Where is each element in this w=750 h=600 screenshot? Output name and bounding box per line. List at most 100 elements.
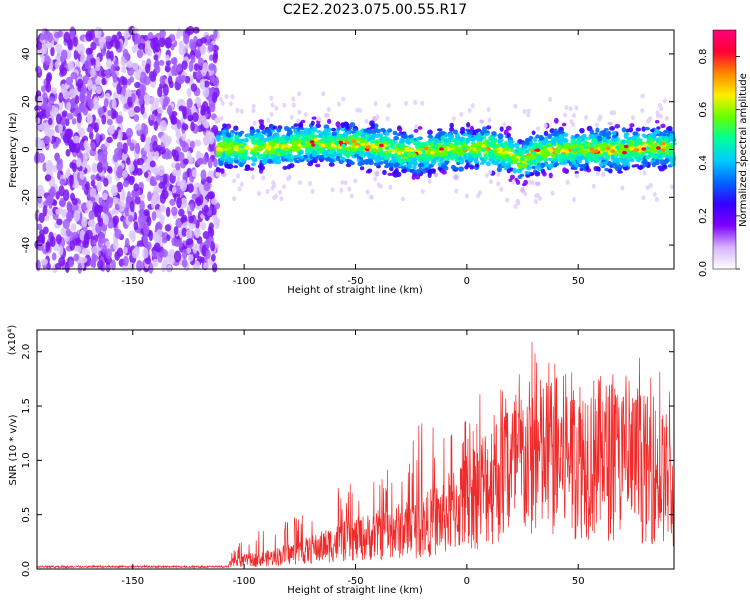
spectrogram-cell — [297, 180, 302, 186]
spectrogram-cell — [203, 182, 211, 192]
spectrogram-cell — [349, 193, 354, 199]
spectrogram-cell — [543, 123, 548, 129]
spectrogram-cell — [537, 145, 544, 149]
spectrogram-cell — [371, 129, 377, 134]
spectrogram-cell — [575, 147, 580, 151]
spectrogram-x-axis-label: Height of straight line (km) — [287, 285, 423, 296]
spectrogram-cell — [483, 154, 488, 161]
spectrogram-cell — [198, 194, 204, 206]
spectrogram-cell — [326, 107, 331, 113]
spectrogram-cell — [369, 194, 374, 200]
spectrogram-cell — [186, 238, 194, 246]
spectrogram-cell — [654, 120, 660, 124]
spectrogram-cell — [306, 141, 312, 148]
spectrogram-cell — [578, 163, 583, 168]
spectrogram-cell — [129, 76, 134, 83]
spectrogram-cell — [129, 200, 135, 213]
spectrogram-cell — [488, 179, 493, 185]
spectrogram-cell — [153, 54, 159, 61]
spectrogram-cell — [474, 163, 480, 168]
spectrogram-cell — [178, 208, 185, 217]
spectrogram-cell — [443, 138, 449, 143]
spectrogram-cell — [107, 166, 113, 174]
spectrogram-cell — [467, 156, 473, 162]
spectrogram-cell — [571, 148, 577, 153]
spectrogram-cell — [180, 216, 187, 223]
spectrogram-cell — [338, 140, 344, 145]
spectrogram-cell — [151, 250, 159, 258]
spectrogram-cell — [98, 197, 104, 205]
spectrogram-cell — [513, 142, 520, 149]
colorbar-gradient — [713, 30, 736, 269]
spectrogram-cell — [249, 126, 254, 130]
spectrogram-cell — [199, 78, 205, 90]
spectrogram-cell — [107, 125, 115, 135]
spectrogram-cell — [486, 125, 492, 130]
spectrogram-cell — [414, 144, 420, 149]
spectrogram-cell — [73, 209, 81, 222]
spectrogram-cell — [604, 154, 610, 160]
spectrogram-cell — [441, 170, 447, 175]
spectrogram-cell — [126, 89, 133, 98]
spectrogram-cell — [205, 249, 211, 260]
spectrogram-cell — [248, 167, 255, 171]
spectrogram-cell — [331, 144, 337, 148]
spectrogram-cell — [357, 137, 362, 142]
spectrogram-cell — [307, 128, 313, 132]
spectrogram-cell — [400, 158, 407, 163]
spectrogram-cell — [487, 151, 493, 157]
spectrogram-cell — [238, 138, 244, 144]
spectrogram-cell — [456, 161, 461, 166]
spectrogram-cell — [656, 152, 661, 156]
spectrogram-cell — [220, 156, 225, 161]
spectrogram-cell — [318, 139, 325, 143]
spectrogram-cell — [251, 158, 258, 163]
spectrogram-cell — [259, 124, 265, 131]
spectrogram-cell — [202, 262, 210, 270]
spectrogram-cell — [162, 236, 168, 244]
spectrogram-cell — [388, 162, 394, 168]
spectrogram-cell — [208, 191, 216, 200]
spectrogram-cell — [526, 160, 532, 164]
spectrogram-cell — [564, 105, 569, 111]
spectrogram-cell — [404, 146, 410, 151]
spectrogram-cell — [69, 174, 74, 187]
spectrogram-cell — [440, 150, 446, 155]
spectrogram-cell — [403, 100, 408, 106]
spectrogram-cell — [374, 170, 380, 177]
spectrogram-cell — [195, 71, 203, 80]
spectrogram-cell — [95, 207, 102, 218]
spectrogram-cell — [538, 134, 544, 141]
spectrogram-cell — [97, 237, 103, 248]
spectrogram-cell — [115, 203, 120, 211]
colorbar-tick-label: 0.8 — [698, 49, 709, 65]
spectrogram-cell — [141, 59, 146, 68]
spectrogram-cell — [415, 136, 421, 141]
snr-y-multiplier: (x10⁴) — [7, 325, 18, 356]
spectrogram-cell — [435, 133, 441, 138]
spectrogram-cell — [128, 215, 134, 223]
spectrogram-cell — [165, 59, 171, 66]
spectrogram-cell — [90, 141, 96, 150]
spectrogram-cell — [553, 133, 559, 137]
spectrogram-cell — [196, 158, 204, 165]
spectrogram-cell — [448, 143, 455, 149]
spectrogram-cell — [328, 151, 333, 155]
spectrogram-cell — [660, 148, 666, 152]
spectrogram-cell — [605, 130, 612, 137]
spectrogram-cell — [44, 55, 51, 66]
spectrogram-cell — [498, 152, 503, 157]
spectrogram-cell — [99, 37, 104, 50]
spectrogram-cell — [171, 65, 176, 77]
spectrogram-cell — [187, 183, 194, 193]
spectrogram-cell — [189, 140, 196, 149]
spectrogram-cell — [68, 259, 74, 268]
spectrogram-cell — [73, 49, 79, 61]
spectrogram-cell — [186, 88, 192, 98]
spectrogram-cell — [417, 150, 423, 155]
spectrogram-cell — [624, 139, 630, 144]
spectrogram-cell — [583, 149, 589, 153]
spectrogram-cell — [515, 179, 521, 185]
spectrogram-cell — [154, 65, 161, 74]
spectrogram-cell — [144, 158, 152, 171]
